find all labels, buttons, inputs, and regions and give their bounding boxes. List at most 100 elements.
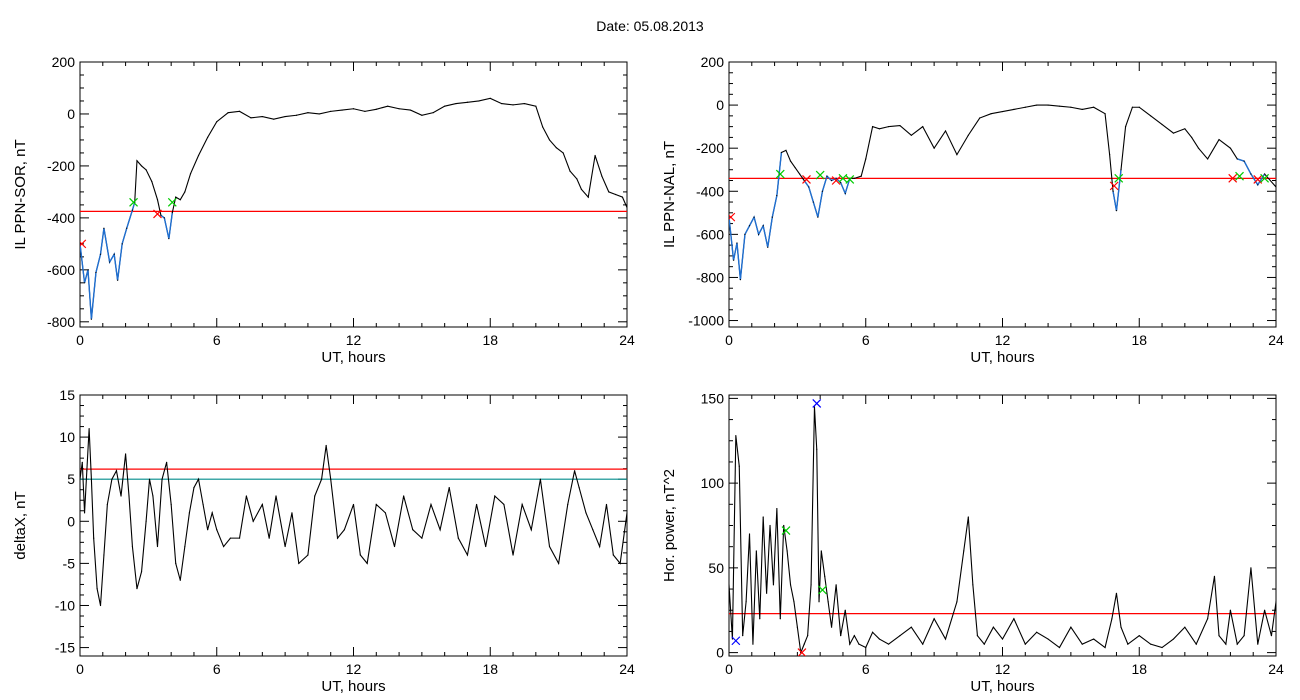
marker-blue-x (731, 636, 741, 646)
data-point (830, 179, 833, 182)
data-point (87, 269, 89, 271)
data-point (184, 545, 186, 548)
data-point (769, 524, 771, 527)
data-point (587, 196, 589, 198)
data-point (466, 101, 469, 103)
data-point (748, 533, 751, 535)
data-point (548, 139, 551, 141)
y-axis-label: IL PPN-SOR, nT (12, 139, 29, 249)
x-tick-label: 6 (213, 661, 221, 677)
data-point (1036, 104, 1038, 106)
data-series-line (80, 97, 627, 320)
data-point (744, 233, 746, 235)
data-point (1236, 158, 1238, 160)
data-point (772, 584, 775, 586)
data-point (1229, 147, 1232, 149)
data-point (810, 584, 812, 586)
marker-red-x (802, 174, 811, 184)
marker-green-x (1235, 171, 1244, 181)
data-point (776, 194, 778, 197)
data-point (489, 97, 491, 99)
data-point (227, 112, 229, 114)
data-point (731, 638, 734, 640)
data-point (956, 154, 958, 156)
data-point (944, 638, 947, 640)
data-point (585, 512, 587, 514)
data-point (539, 478, 541, 480)
data-point (111, 478, 113, 480)
data-point (95, 271, 97, 274)
data-point (1058, 105, 1061, 107)
marker-green-x (818, 585, 827, 595)
data-point (307, 112, 309, 114)
data-point (803, 643, 805, 645)
y-tick-label: 0 (716, 645, 724, 661)
data-point (341, 109, 343, 111)
y-tick-label: -10 (55, 597, 75, 613)
data-point (128, 495, 130, 497)
data-point (268, 537, 270, 539)
x-tick-label: 12 (995, 332, 1011, 348)
data-point (1047, 638, 1049, 640)
data-point (444, 105, 446, 107)
data-point (466, 554, 469, 556)
y-tick-label: -5 (63, 555, 76, 571)
data-point (535, 105, 537, 107)
data-point (175, 562, 177, 564)
data-point (387, 105, 389, 107)
data-point (512, 104, 514, 106)
data-point (1172, 638, 1175, 640)
data-point (189, 173, 192, 175)
data-point (106, 503, 108, 506)
marker-green-x (167, 197, 177, 207)
data-point (1229, 609, 1232, 611)
data-point (485, 545, 487, 548)
data-series-line (729, 406, 1276, 655)
x-tick-label: 12 (995, 661, 1011, 677)
data-point (148, 478, 151, 480)
data-point (1115, 210, 1118, 212)
y-tick-label: 0 (67, 106, 75, 122)
y-tick-label: -800 (696, 269, 724, 285)
data-point (736, 242, 738, 244)
data-point (840, 635, 842, 637)
y-tick-label: -400 (696, 183, 724, 199)
data-point (812, 201, 814, 203)
data-point (732, 259, 735, 261)
data-point (136, 588, 138, 590)
x-axis-label: UT, hours (321, 349, 385, 366)
data-point (1112, 190, 1114, 192)
marker-green-x (1114, 173, 1124, 183)
data-point (548, 545, 551, 548)
data-point (109, 261, 111, 263)
data-point (576, 178, 578, 180)
data-point (1115, 592, 1118, 594)
data-point (1150, 115, 1152, 117)
data-point (899, 124, 901, 127)
data-point (1150, 643, 1152, 645)
data-point (1275, 186, 1276, 188)
data-point (983, 643, 985, 645)
data-point (238, 537, 241, 539)
data-point (393, 545, 396, 548)
data-point (375, 108, 377, 110)
data-point (771, 216, 773, 218)
data-point (403, 495, 405, 497)
x-tick-label: 6 (862, 332, 870, 348)
page-title: Date: 05.08.2013 (596, 18, 704, 34)
data-point (140, 165, 143, 167)
data-point (562, 152, 564, 154)
data-point (990, 113, 992, 115)
data-point (1257, 184, 1259, 186)
data-point (1001, 638, 1004, 640)
data-point (830, 626, 833, 628)
data-point (899, 635, 901, 637)
data-point (844, 609, 846, 611)
data-point (878, 128, 881, 130)
data-point (523, 102, 526, 105)
data-point (131, 545, 134, 548)
data-point (780, 151, 783, 154)
data-point (818, 601, 820, 603)
data-point (853, 177, 855, 179)
data-point (364, 110, 366, 112)
